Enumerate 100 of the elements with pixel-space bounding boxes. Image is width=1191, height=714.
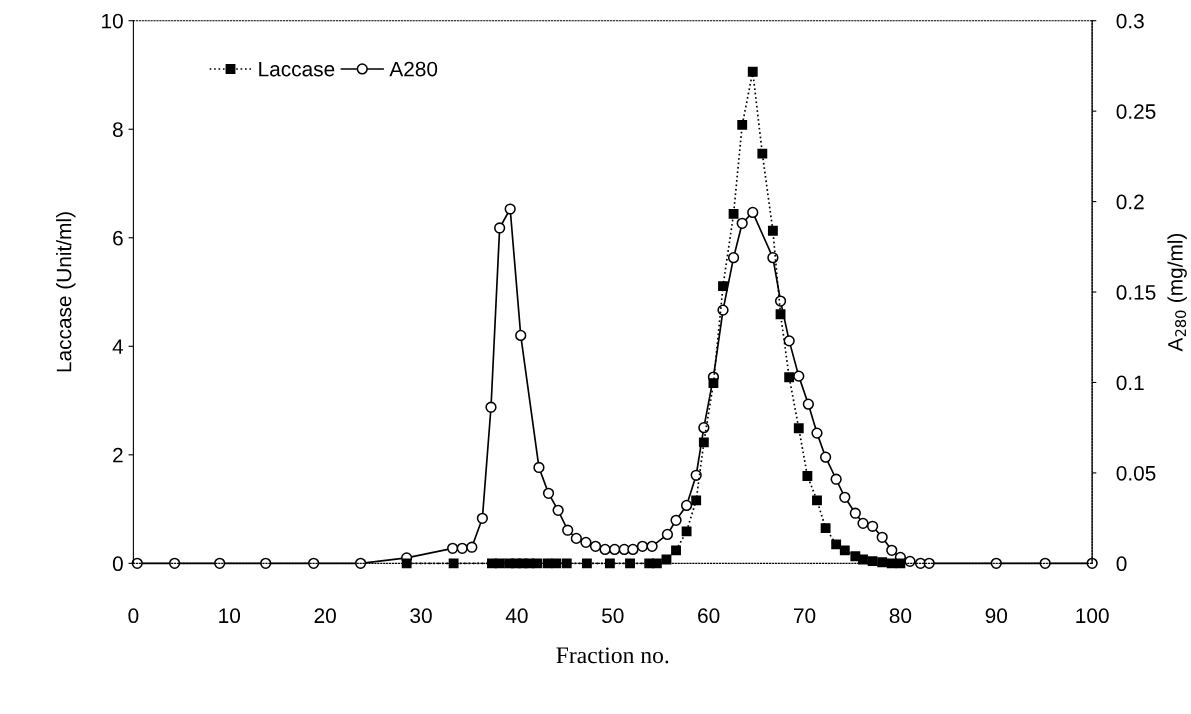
point bbox=[691, 495, 702, 506]
y-tick-label: 6 bbox=[113, 230, 123, 246]
point bbox=[698, 422, 710, 434]
point bbox=[839, 545, 850, 556]
x-tick-label: 50 bbox=[602, 608, 624, 624]
y-tick-label: 4 bbox=[112, 339, 124, 354]
point bbox=[690, 469, 702, 481]
point bbox=[456, 542, 468, 554]
point bbox=[580, 536, 592, 548]
point bbox=[604, 558, 615, 569]
y2-tick-label: 0.05 bbox=[1116, 465, 1156, 481]
point bbox=[783, 335, 795, 347]
point bbox=[767, 225, 778, 236]
point bbox=[447, 542, 459, 554]
y-tick-label: 10 bbox=[102, 13, 123, 29]
point bbox=[532, 558, 542, 569]
point bbox=[737, 119, 748, 130]
point bbox=[636, 540, 649, 552]
point bbox=[401, 558, 412, 569]
point bbox=[485, 401, 497, 413]
point bbox=[876, 531, 888, 543]
point bbox=[551, 558, 562, 569]
point bbox=[767, 252, 779, 264]
point bbox=[504, 203, 516, 215]
point bbox=[718, 281, 728, 291]
point bbox=[774, 295, 787, 307]
point bbox=[494, 222, 506, 234]
point bbox=[515, 329, 527, 342]
point bbox=[886, 544, 898, 556]
x-tick-label: 60 bbox=[698, 608, 720, 624]
point bbox=[802, 398, 814, 410]
point bbox=[849, 507, 861, 519]
point bbox=[708, 378, 719, 389]
point bbox=[877, 557, 888, 568]
point bbox=[830, 473, 842, 485]
x-tick-label: 90 bbox=[985, 608, 1008, 624]
x-tick-label: 40 bbox=[505, 608, 528, 624]
point bbox=[831, 539, 842, 550]
point bbox=[775, 309, 786, 320]
point bbox=[727, 252, 740, 264]
x-tick-label: 100 bbox=[1076, 608, 1109, 624]
point bbox=[625, 558, 635, 569]
point bbox=[466, 541, 478, 553]
y2-tick-label: 0.25 bbox=[1116, 104, 1156, 119]
x-tick-label: 10 bbox=[219, 608, 241, 624]
point bbox=[552, 504, 564, 516]
point bbox=[698, 437, 709, 448]
point bbox=[448, 558, 459, 569]
point bbox=[627, 543, 639, 556]
x-axis-title: Fraction no. bbox=[556, 647, 669, 664]
legend-label: A280 bbox=[389, 61, 438, 77]
y-tick-label: 2 bbox=[113, 447, 123, 463]
point bbox=[599, 543, 611, 556]
x-tick-label: 80 bbox=[889, 608, 912, 624]
point bbox=[850, 551, 861, 562]
y2-tick-label: 0.15 bbox=[1116, 285, 1156, 300]
x-tick-label: 70 bbox=[794, 608, 816, 624]
y-tick-label: 8 bbox=[112, 122, 123, 137]
y2-axis-title: A$_{280}$ (mg/ml) bbox=[1167, 233, 1187, 352]
x-tick-label: 0 bbox=[128, 608, 139, 624]
y2-tick-label: 0.1 bbox=[1116, 375, 1144, 391]
point bbox=[542, 487, 555, 499]
point bbox=[757, 148, 768, 159]
y-axis-title: Laccase (Unit/ml) bbox=[56, 212, 76, 372]
point bbox=[747, 66, 758, 77]
point bbox=[895, 558, 906, 569]
x-tick-label: 20 bbox=[314, 608, 336, 624]
point bbox=[839, 491, 851, 503]
point bbox=[793, 423, 804, 434]
x-tick-label: 30 bbox=[410, 608, 432, 624]
point bbox=[857, 517, 869, 529]
point bbox=[476, 512, 489, 524]
point bbox=[736, 217, 748, 229]
point bbox=[812, 495, 822, 506]
point bbox=[661, 528, 674, 541]
point bbox=[646, 540, 658, 552]
point bbox=[793, 370, 805, 382]
point bbox=[747, 206, 759, 219]
point bbox=[562, 524, 574, 536]
legend-label: Laccase bbox=[259, 61, 335, 77]
point bbox=[820, 523, 831, 534]
point bbox=[561, 558, 572, 569]
point bbox=[866, 520, 879, 532]
point bbox=[717, 304, 729, 316]
point bbox=[533, 461, 545, 474]
point bbox=[581, 558, 592, 569]
y2-tick-label: 0.3 bbox=[1116, 13, 1144, 29]
point bbox=[811, 427, 823, 439]
point bbox=[671, 545, 681, 556]
point bbox=[802, 471, 813, 481]
point bbox=[681, 526, 692, 537]
point bbox=[680, 499, 693, 512]
point bbox=[589, 540, 602, 552]
point bbox=[651, 558, 662, 569]
point bbox=[728, 208, 739, 219]
point bbox=[784, 372, 795, 383]
y2-tick-label: 0.2 bbox=[1116, 194, 1144, 210]
y2-tick-label: 0 bbox=[1116, 556, 1127, 572]
point bbox=[609, 543, 621, 556]
point bbox=[819, 451, 832, 463]
